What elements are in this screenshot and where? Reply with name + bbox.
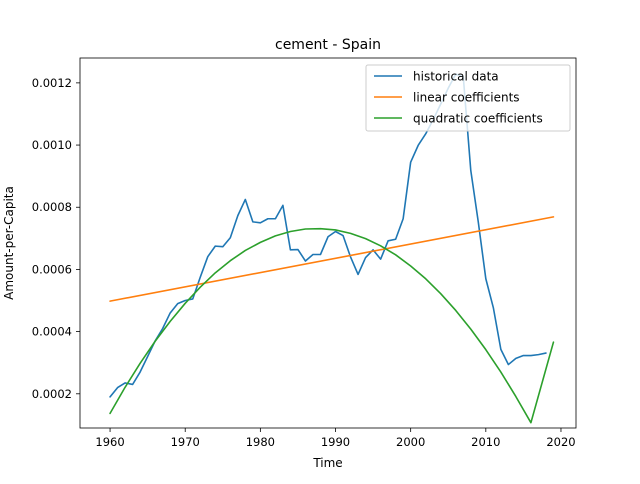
x-axis-label: Time [312, 456, 342, 470]
legend-box [365, 64, 571, 132]
y-tick-label: 0.0012 [32, 76, 72, 90]
y-tick-label: 0.0004 [32, 325, 72, 339]
x-tick-label: 1980 [246, 435, 275, 449]
series-line-3 [109, 227, 555, 424]
x-tick-label: 2020 [546, 435, 575, 449]
y-tick-label: 0.0002 [32, 387, 72, 401]
x-axis: 1960 1970 1980 1990 2000 2010 2020 [95, 428, 576, 449]
x-tick-label: 2000 [396, 435, 425, 449]
x-tick-label: 2010 [471, 435, 500, 449]
x-tick-label: 1990 [321, 435, 350, 449]
y-tick-label: 0.0010 [32, 138, 72, 152]
chart-title: cement - Spain [275, 37, 381, 53]
legend-label-3: quadratic coefficients [413, 112, 543, 126]
series-line-2 [109, 216, 555, 302]
axes-frame [79, 57, 577, 429]
y-tick-label: 0.0008 [32, 200, 72, 214]
legend: historical data linear coefficients quadra… [365, 64, 571, 132]
series-line-1 [109, 73, 547, 398]
legend-label-1: historical data [413, 70, 499, 84]
legend-label-2: linear coefficients [413, 91, 520, 105]
y-tick-label: 0.0006 [32, 262, 72, 276]
y-axis-label: Amount-per-Capita [2, 186, 16, 300]
x-tick-label: 1970 [171, 435, 200, 449]
plot-area [109, 73, 555, 424]
y-axis: 0.0002 0.0004 0.0006 0.0008 0.0010 0.0012 [32, 76, 80, 401]
x-tick-label: 1960 [95, 435, 124, 449]
